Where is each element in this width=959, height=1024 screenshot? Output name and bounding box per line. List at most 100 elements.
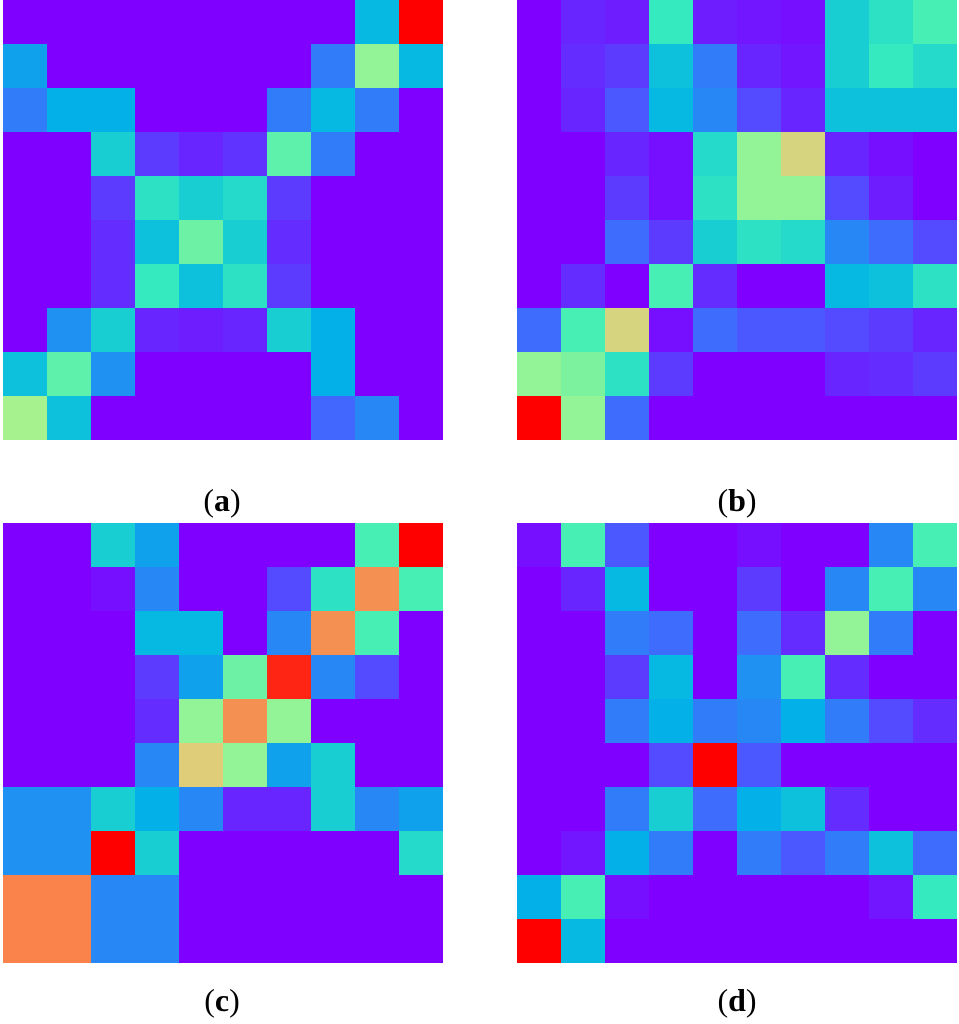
heatmap-c-cell-3-6 — [267, 655, 312, 700]
heatmap-a-cell-8-4 — [179, 352, 224, 397]
heatmap-a-cell-6-3 — [135, 264, 180, 309]
heatmap-c-cell-1-7 — [311, 567, 356, 612]
heatmap-c-cell-1-6 — [267, 567, 312, 612]
caption-d-letter: d — [728, 982, 746, 1018]
heatmap-a-cell-4-3 — [135, 176, 180, 221]
heatmap-b-cell-3-3 — [649, 132, 694, 177]
heatmap-c-cell-4-4 — [179, 699, 224, 744]
heatmap-c-cell-4-0 — [3, 699, 48, 744]
heatmap-b-cell-1-8 — [869, 44, 914, 89]
heatmap-a-cell-8-9 — [399, 352, 443, 397]
heatmap-c-cell-0-1 — [47, 523, 92, 568]
heatmap-b-cell-4-3 — [649, 176, 694, 221]
heatmap-b-cell-4-5 — [737, 176, 782, 221]
caption-b-letter: b — [728, 482, 746, 518]
caption-a: (a) — [162, 480, 282, 520]
heatmap-b-cell-3-8 — [869, 132, 914, 177]
caption-a-letter: a — [214, 482, 230, 518]
heatmap-d-cell-5-2 — [605, 743, 650, 788]
heatmap-c-cell-5-8 — [355, 743, 400, 788]
heatmap-c-cell-6-5 — [223, 787, 268, 832]
heatmap-b-cell-7-0 — [517, 308, 562, 353]
heatmap-b-cell-7-4 — [693, 308, 738, 353]
heatmap-a-cell-1-4 — [179, 44, 224, 89]
heatmap-d-cell-6-5 — [737, 787, 782, 832]
heatmap-a-cell-3-3 — [135, 132, 180, 177]
heatmap-b-cell-9-2 — [605, 396, 650, 440]
heatmap-c-cell-9-5 — [223, 919, 268, 963]
heatmap-b-cell-9-6 — [781, 396, 826, 440]
heatmap-b-cell-5-3 — [649, 220, 694, 265]
heatmap-a-cell-9-8 — [355, 396, 400, 440]
heatmap-b-cell-4-8 — [869, 176, 914, 221]
heatmap-d-cell-1-7 — [825, 567, 870, 612]
heatmap-c-cell-8-2 — [91, 875, 136, 920]
heatmap-a-cell-0-3 — [135, 0, 180, 45]
heatmap-b-cell-2-5 — [737, 88, 782, 133]
heatmap-a-cell-5-8 — [355, 220, 400, 265]
heatmap-a-cell-3-4 — [179, 132, 224, 177]
heatmap-b-cell-5-9 — [913, 220, 957, 265]
heatmap-b-cell-6-6 — [781, 264, 826, 309]
heatmap-a-cell-4-1 — [47, 176, 92, 221]
heatmap-a-cell-0-1 — [47, 0, 92, 45]
heatmap-c-cell-1-4 — [179, 567, 224, 612]
heatmap-c-cell-0-6 — [267, 523, 312, 568]
heatmap-d-cell-9-0 — [517, 919, 562, 963]
heatmap-b-cell-5-1 — [561, 220, 606, 265]
heatmap-d-cell-4-9 — [913, 699, 957, 744]
caption-c: (c) — [162, 980, 282, 1020]
heatmap-d-cell-4-4 — [693, 699, 738, 744]
heatmap-d-cell-9-1 — [561, 919, 606, 963]
heatmap-c-cell-4-9 — [399, 699, 443, 744]
heatmap-c-cell-4-2 — [91, 699, 136, 744]
heatmap-d-cell-7-6 — [781, 831, 826, 876]
caption-b: (b) — [677, 480, 797, 520]
heatmap-c-cell-9-4 — [179, 919, 224, 963]
heatmap-d-cell-5-0 — [517, 743, 562, 788]
heatmap-d-cell-0-0 — [517, 523, 562, 568]
heatmap-d — [517, 523, 957, 963]
heatmap-c-cell-2-6 — [267, 611, 312, 656]
heatmap-b-cell-1-0 — [517, 44, 562, 89]
heatmap-d-cell-2-0 — [517, 611, 562, 656]
heatmap-d-cell-8-7 — [825, 875, 870, 920]
heatmap-b-cell-3-1 — [561, 132, 606, 177]
heatmap-c-cell-5-4 — [179, 743, 224, 788]
heatmap-d-cell-5-1 — [561, 743, 606, 788]
heatmap-a-cell-5-5 — [223, 220, 268, 265]
caption-c-open: ( — [204, 982, 215, 1018]
heatmap-d-cell-3-0 — [517, 655, 562, 700]
heatmap-b-cell-4-2 — [605, 176, 650, 221]
heatmap-c-cell-7-9 — [399, 831, 443, 876]
heatmap-c-cell-0-9 — [399, 523, 443, 568]
heatmap-a-cell-8-3 — [135, 352, 180, 397]
heatmap-c — [3, 523, 443, 963]
heatmap-c-cell-8-9 — [399, 875, 443, 920]
heatmap-d-cell-4-3 — [649, 699, 694, 744]
caption-c-letter: c — [214, 982, 230, 1018]
heatmap-a-cell-4-8 — [355, 176, 400, 221]
heatmap-c-cell-5-7 — [311, 743, 356, 788]
heatmap-b-cell-7-3 — [649, 308, 694, 353]
heatmap-b-cell-0-9 — [913, 0, 957, 45]
heatmap-b-cell-8-8 — [869, 352, 914, 397]
heatmap-c-cell-5-2 — [91, 743, 136, 788]
heatmap-c-cell-9-8 — [355, 919, 400, 963]
heatmap-c-cell-1-8 — [355, 567, 400, 612]
heatmap-a-cell-9-3 — [135, 396, 180, 440]
heatmap-d-cell-9-4 — [693, 919, 738, 963]
heatmap-a-cell-3-6 — [267, 132, 312, 177]
heatmap-c-cell-7-8 — [355, 831, 400, 876]
heatmap-d-cell-0-4 — [693, 523, 738, 568]
heatmap-d-cell-7-5 — [737, 831, 782, 876]
heatmap-c-cell-4-6 — [267, 699, 312, 744]
heatmap-d-cell-4-8 — [869, 699, 914, 744]
heatmap-b-cell-6-5 — [737, 264, 782, 309]
heatmap-d-cell-4-0 — [517, 699, 562, 744]
heatmap-d-cell-3-3 — [649, 655, 694, 700]
heatmap-a-cell-1-3 — [135, 44, 180, 89]
heatmap-d-cell-5-9 — [913, 743, 957, 788]
heatmap-d-cell-6-8 — [869, 787, 914, 832]
heatmap-b-cell-5-7 — [825, 220, 870, 265]
